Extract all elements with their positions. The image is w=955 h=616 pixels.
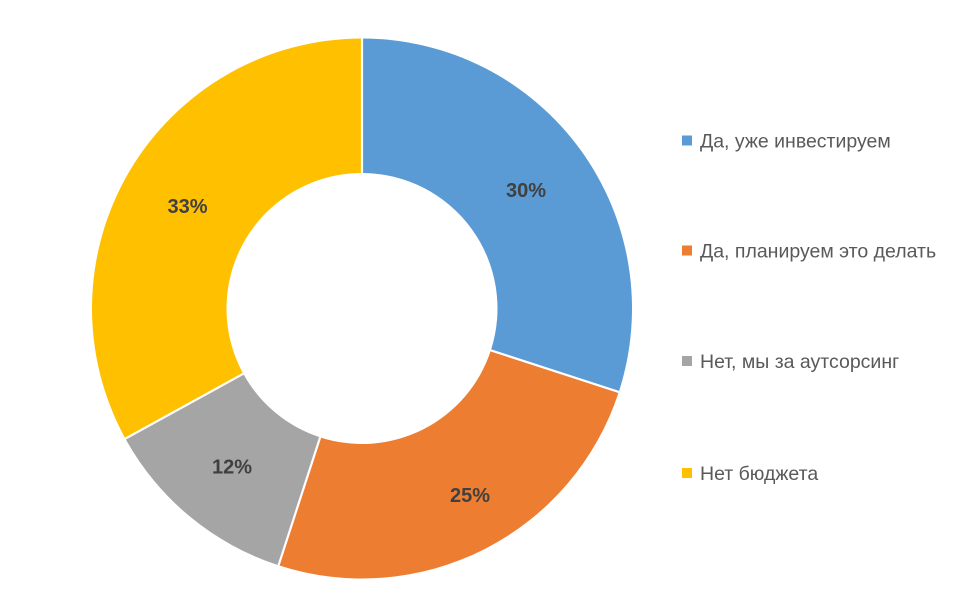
svg-text:12%: 12% (212, 457, 252, 479)
svg-text:Нет, мы за аутсорсинг: Нет, мы за аутсорсинг (700, 351, 899, 373)
svg-text:30%: 30% (506, 180, 546, 202)
svg-text:Да, уже инвестируем: Да, уже инвестируем (700, 131, 891, 153)
svg-text:33%: 33% (167, 196, 207, 218)
svg-text:25%: 25% (450, 485, 490, 507)
svg-text:Нет бюджета: Нет бюджета (700, 463, 818, 485)
svg-text:Да, планируем это делать: Да, планируем это делать (700, 241, 936, 263)
